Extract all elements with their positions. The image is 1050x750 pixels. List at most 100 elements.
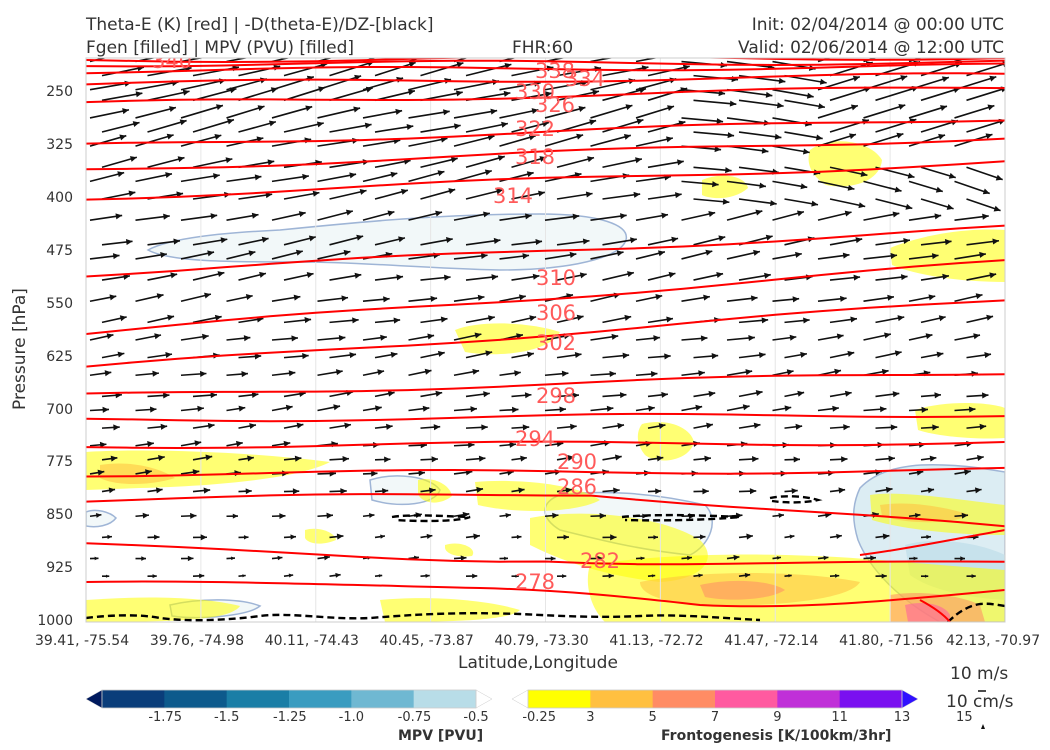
wind-vector-head — [797, 210, 804, 217]
wind-vector-head — [340, 488, 347, 495]
wind-vector-head — [791, 488, 798, 494]
wind-vector-head — [755, 209, 763, 216]
wind-vector-head — [936, 351, 944, 358]
wind-vector — [329, 87, 373, 102]
wind-vector-head — [699, 534, 706, 540]
wind-vector-head — [160, 251, 167, 258]
wind-vector-head — [903, 237, 910, 244]
wind-vector-head — [453, 123, 461, 130]
wind-vector-head — [800, 183, 808, 190]
theta-e-label: 310 — [536, 266, 576, 290]
wind-vector-head — [427, 333, 435, 340]
wind-vector-head — [932, 424, 939, 431]
wind-vector-head — [190, 512, 197, 519]
wind-vector-head — [205, 454, 213, 461]
theta-e-label: 322 — [515, 117, 555, 141]
wind-vector-head — [302, 173, 309, 180]
wind-vector-head — [838, 487, 846, 494]
wind-vector-head — [656, 455, 664, 462]
theta-e-contour — [86, 160, 1005, 201]
wind-vector-head — [916, 469, 924, 476]
wind-vector-head — [450, 156, 458, 163]
wind-vector-head — [390, 351, 398, 358]
wind-vector-head — [425, 573, 430, 578]
wind-vector-head — [182, 89, 190, 96]
wind-vector-head — [437, 170, 445, 177]
wind-vector-head — [569, 251, 577, 258]
wind-vector-head — [538, 190, 545, 197]
wind-vector-head — [619, 392, 627, 399]
wind-vector-head — [97, 469, 105, 476]
wind-vector-head — [894, 350, 902, 357]
wind-vector-head — [704, 455, 711, 462]
wind-vector — [966, 119, 1005, 133]
wind-vector-head — [753, 249, 760, 256]
theta-e-contour — [86, 466, 1005, 478]
y-tick-label: 250 — [46, 84, 73, 101]
wind-vector — [966, 87, 1005, 102]
wind-vector-head — [294, 455, 302, 462]
wind-vector-head — [390, 171, 398, 178]
fgen-colorbar — [511, 689, 919, 709]
wind-vector-head — [852, 75, 860, 82]
wind-vector-head — [343, 249, 351, 256]
wind-vector-head — [926, 534, 931, 540]
wind-vector-head — [169, 106, 176, 112]
x-tick-label: 40.11, -74.43 — [264, 633, 359, 649]
wind-vector-head — [927, 487, 935, 494]
wind-vector — [590, 134, 632, 147]
colorbar-segment — [590, 690, 654, 708]
wind-vector-head — [982, 188, 990, 195]
theta-e-contour — [86, 86, 1005, 104]
wind-vector-head — [210, 213, 218, 220]
wind-vector-head — [531, 108, 539, 115]
theta-e-label: 294 — [515, 427, 555, 451]
wind-vector — [180, 174, 220, 183]
wind-vector-head — [788, 574, 792, 578]
wind-vector-head — [729, 100, 737, 107]
wind-vector-head — [473, 533, 480, 540]
wind-vector-head — [125, 239, 133, 246]
colorbar-extend-high — [475, 689, 493, 709]
wind-vector-head — [312, 190, 320, 197]
wind-vector — [283, 62, 328, 77]
wind-vector-head — [896, 132, 904, 139]
wind-vector-head — [336, 533, 344, 540]
forecast-hour: FHR:60 — [512, 38, 574, 58]
wind-vector-head — [338, 335, 346, 342]
wind-vector-head — [216, 104, 223, 111]
wind-vector — [362, 109, 403, 119]
wind-vector-head — [765, 91, 773, 98]
wind-vector-head — [220, 237, 228, 244]
wind-vector-head — [468, 441, 475, 449]
wind-vector-head — [599, 512, 606, 519]
wind-vector-head — [751, 456, 759, 463]
wind-vector-head — [292, 488, 300, 495]
wind-vector-head — [750, 295, 758, 302]
wind-vector — [875, 86, 919, 102]
wind-vector-head — [493, 47, 500, 53]
wind-vector-head — [539, 156, 547, 162]
wind-vector-head — [650, 371, 658, 378]
wind-vector-head — [214, 314, 222, 321]
x-tick-label: 40.79, -73.30 — [494, 633, 589, 649]
wind-vector-head — [509, 441, 516, 448]
theta-e-contour — [86, 493, 1005, 528]
wind-vector-head — [526, 171, 534, 178]
wind-vector-head — [382, 488, 389, 494]
wind-vector — [226, 58, 250, 63]
theta-e-contour — [86, 440, 1005, 450]
wind-vector-head — [759, 182, 766, 189]
wind-vector-head — [231, 556, 235, 561]
wind-vector-head — [203, 487, 211, 494]
wind-vector-head — [890, 424, 898, 431]
y-axis-label: Pressure [hPa] — [10, 288, 30, 410]
fgen-colorbar-tick: 15 — [956, 710, 973, 725]
wind-vector-head — [968, 406, 976, 413]
wind-vector-head — [484, 169, 492, 176]
wind-vector-head — [306, 272, 314, 278]
wind-vector-head — [283, 440, 291, 447]
wind-vector-head — [443, 109, 450, 116]
theta-e-contour — [86, 373, 1005, 395]
y-tick-label: 925 — [46, 560, 73, 577]
